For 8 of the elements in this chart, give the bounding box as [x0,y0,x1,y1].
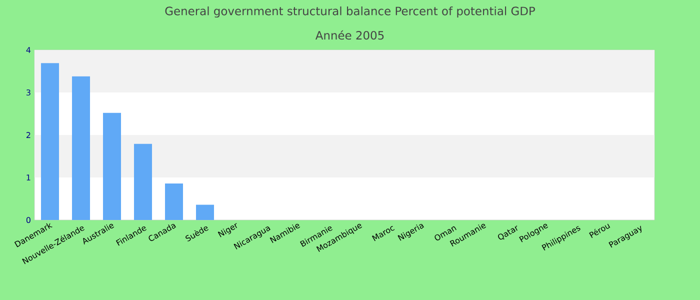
chart-subtitle: Année 2005 [315,30,384,40]
bar [165,183,184,220]
chart-title: General government structural balance Percent of potential GDP [165,6,535,18]
bar [41,63,60,220]
bar [103,112,122,220]
bar [72,76,90,220]
bar [196,204,214,220]
bar [134,144,152,220]
